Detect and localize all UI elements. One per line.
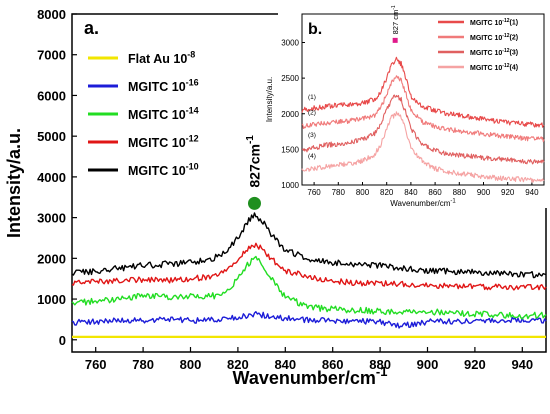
series-line: [71, 242, 547, 291]
inset-curve-label: (2): [308, 110, 316, 117]
inset-legend-label: MGITC 10-12(2): [470, 33, 518, 42]
y-axis-label: Intensity/a.u.: [4, 128, 24, 238]
inset-legend-label: MGITC 10-12(3): [470, 48, 518, 57]
inset-series-line: [301, 111, 545, 183]
y-tick-label: 7000: [37, 48, 66, 63]
series-line: [71, 212, 547, 279]
y-tick-label: 4000: [37, 170, 66, 185]
inset-y-axis-label: Intensity/a.u.: [265, 77, 274, 122]
x-tick-label: 820: [227, 357, 249, 372]
inset-x-tick-label: 840: [404, 188, 418, 197]
series-line: [71, 311, 547, 329]
panel-a-letter: a.: [84, 18, 99, 38]
series-line: [71, 255, 547, 320]
inset-y-tick-label: 1000: [281, 181, 299, 190]
inset-y-tick-label: 2500: [281, 74, 299, 83]
inset-curve-label: (1): [308, 94, 316, 101]
inset-x-tick-label: 760: [307, 188, 321, 197]
legend-label: Flat Au 10-8: [128, 49, 195, 66]
panel-b-letter: b.: [308, 21, 322, 38]
x-tick-label: 920: [464, 357, 486, 372]
y-tick-label: 0: [59, 333, 66, 348]
x-tick-label: 840: [274, 357, 296, 372]
inset-background: [278, 8, 548, 208]
legend-label: MGITC 10-10: [128, 161, 199, 178]
inset-peak-marker: [392, 37, 398, 43]
x-tick-label: 940: [511, 357, 533, 372]
inset-x-tick-label: 940: [525, 188, 539, 197]
inset-legend-label: MGITC 10-12(4): [470, 63, 518, 72]
inset-y-tick-label: 1500: [281, 145, 299, 154]
inset-y-tick-label: 2000: [281, 110, 299, 119]
inset-series-line: [301, 56, 545, 128]
inset-x-axis-label: Wavenumber/cm-1: [390, 198, 456, 208]
x-tick-label: 880: [369, 357, 391, 372]
y-tick-label: 8000: [37, 7, 66, 22]
inset-x-tick-label: 800: [356, 188, 370, 197]
x-tick-label: 800: [180, 357, 202, 372]
inset-series-line: [301, 94, 545, 165]
y-tick-label: 1000: [37, 292, 66, 307]
inset-peak-annotation: 827 cm-1: [391, 5, 400, 34]
inset-x-tick-label: 780: [332, 188, 346, 197]
x-tick-label: 860: [322, 357, 344, 372]
panel-b-frame: [301, 13, 545, 186]
y-tick-label: 3000: [37, 211, 66, 226]
x-axis-label: Wavenumber/cm-1: [233, 364, 388, 388]
inset-x-tick-label: 880: [453, 188, 467, 197]
panel-b-inset-chart: 760 780 800 820 840 860 880 900 920 940 1000 1500 20…: [265, 5, 548, 208]
x-tick-label: 780: [132, 357, 154, 372]
panel-a-chart: 760 780 800 820 840 860 880 900 920 940 0 1000 2000 3…: [4, 7, 547, 388]
peak-annotation: 827cm-1: [245, 135, 262, 188]
inset-curve-label: (3): [308, 132, 316, 139]
inset-y-tick-label: 3000: [281, 39, 299, 48]
inset-curve-label: (4): [308, 153, 316, 160]
legend-label: MGITC 10-16: [128, 77, 199, 94]
x-tick-label: 900: [417, 357, 439, 372]
inset-series-line: [301, 75, 545, 143]
legend-label: MGITC 10-12: [128, 133, 199, 150]
peak-marker: [247, 196, 261, 210]
inset-x-tick-label: 920: [501, 188, 515, 197]
y-tick-label: 6000: [37, 88, 66, 103]
inset-x-tick-label: 900: [477, 188, 491, 197]
y-tick-label: 5000: [37, 129, 66, 144]
x-tick-label: 760: [85, 357, 107, 372]
legend-label: MGITC 10-14: [128, 105, 199, 122]
inset-legend-label: MGITC 10-12(1): [470, 18, 518, 27]
inset-x-tick-label: 820: [380, 188, 394, 197]
inset-x-tick-label: 860: [428, 188, 442, 197]
y-tick-label: 2000: [37, 251, 66, 266]
